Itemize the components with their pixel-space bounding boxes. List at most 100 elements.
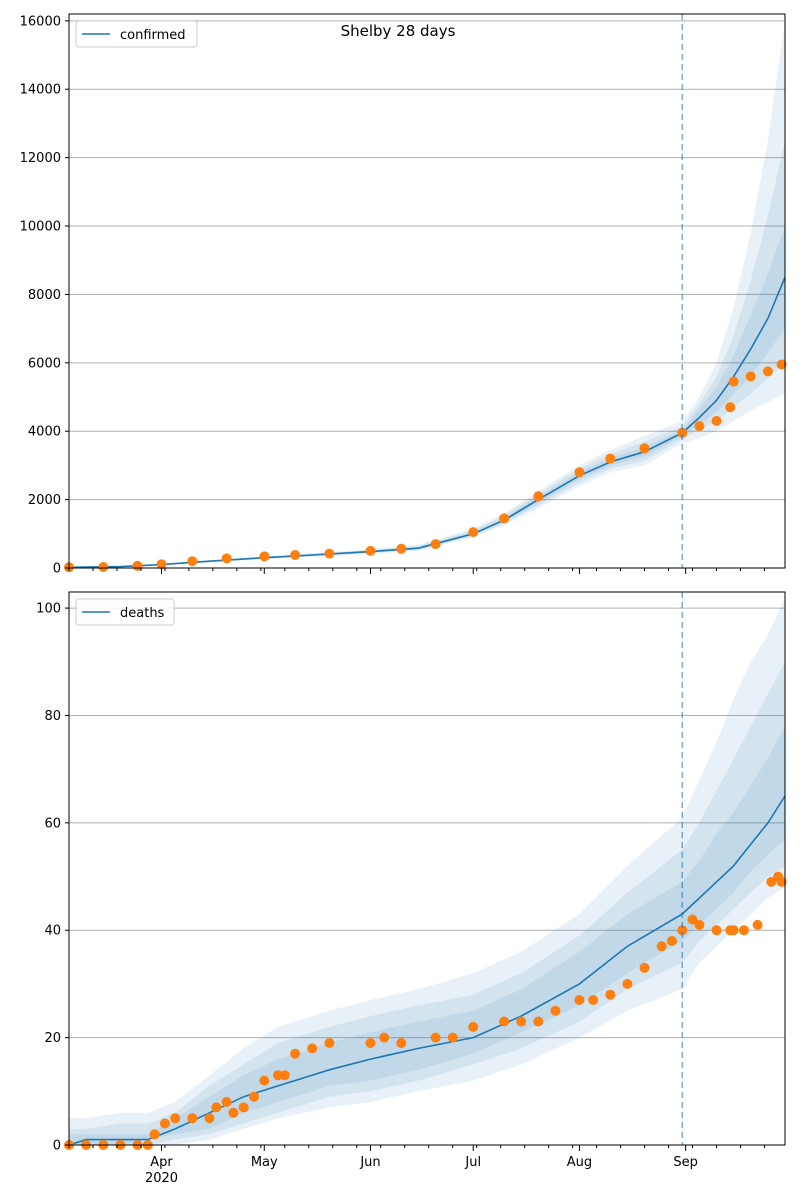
y-tick-label: 40 <box>44 924 61 939</box>
observed-point <box>307 1043 318 1054</box>
observed-point <box>588 995 599 1005</box>
observed-point <box>170 1113 181 1124</box>
observed-point <box>738 925 749 936</box>
observed-point <box>725 402 736 413</box>
y-tick-label: 4000 <box>28 425 61 440</box>
observed-point <box>550 1005 561 1016</box>
observed-point <box>290 550 301 560</box>
observed-point <box>98 562 109 572</box>
observed-point <box>574 467 585 478</box>
observed-point <box>752 919 763 930</box>
observed-point <box>605 989 616 1000</box>
observed-point <box>728 925 739 936</box>
observed-point <box>156 559 167 570</box>
observed-point <box>666 936 677 946</box>
y-tick-label: 16000 <box>20 14 61 29</box>
observed-point <box>259 1075 270 1086</box>
observed-point <box>728 376 739 387</box>
observed-point <box>365 1038 376 1048</box>
x-tick-label: Apr <box>150 1155 173 1170</box>
uncertainty-band <box>69 661 785 1145</box>
y-tick-label: 0 <box>53 562 61 577</box>
observed-point <box>187 556 198 567</box>
observed-point <box>776 876 787 887</box>
legend-box <box>75 20 198 48</box>
observed-point <box>149 1129 160 1140</box>
x-tick-sublabel: 2020 <box>145 1171 178 1186</box>
observed-point <box>430 1032 441 1043</box>
observed-point <box>499 513 510 524</box>
observed-point <box>711 925 722 936</box>
y-tick-label: 20 <box>44 1031 61 1046</box>
observed-point <box>221 553 232 564</box>
observed-point <box>249 1091 259 1102</box>
observed-point <box>211 1102 222 1113</box>
observed-point <box>238 1102 249 1113</box>
y-tick-label: 14000 <box>20 83 61 98</box>
observed-point <box>639 962 650 973</box>
observed-point <box>379 1032 390 1043</box>
observed-point <box>396 543 407 554</box>
observed-point <box>221 1097 232 1107</box>
legend-label: confirmed <box>120 28 186 43</box>
x-tick-label: Jul <box>464 1155 481 1170</box>
observed-point <box>447 1032 458 1043</box>
y-tick-label: 100 <box>36 602 61 617</box>
legend: deaths <box>75 598 175 626</box>
observed-point <box>766 876 777 887</box>
observed-point <box>396 1038 407 1048</box>
y-tick-label: 60 <box>44 816 61 831</box>
observed-point <box>745 371 756 382</box>
observed-point <box>694 421 705 432</box>
observed-point <box>324 548 335 559</box>
observed-point <box>605 453 616 464</box>
observed-point <box>677 427 688 438</box>
y-tick-label: 2000 <box>28 493 61 508</box>
uncertainty-band <box>69 226 785 568</box>
observed-point <box>365 545 376 556</box>
uncertainty-band <box>69 140 785 568</box>
observed-point <box>656 941 667 952</box>
x-tick-label: Sep <box>673 1155 698 1170</box>
y-tick-label: 6000 <box>28 356 61 371</box>
observed-point <box>187 1113 198 1124</box>
figure-title: Shelby 28 days <box>341 22 456 40</box>
observed-point <box>622 978 633 989</box>
observed-point <box>430 539 441 550</box>
observed-point <box>533 491 544 502</box>
legend-label: deaths <box>120 606 165 621</box>
observed-point <box>533 1016 544 1027</box>
observed-point <box>499 1016 510 1027</box>
model-line <box>68 795 786 1146</box>
observed-point <box>290 1048 301 1059</box>
observed-point <box>204 1113 215 1124</box>
y-tick-label: 80 <box>44 709 61 724</box>
x-tick-label: Jun <box>359 1155 380 1170</box>
observed-point <box>279 1070 290 1081</box>
observed-point <box>324 1038 335 1048</box>
y-tick-label: 12000 <box>20 151 61 166</box>
y-tick-label: 10000 <box>20 220 61 235</box>
uncertainty-band <box>69 726 785 1145</box>
y-tick-label: 8000 <box>28 288 61 303</box>
observed-point <box>468 527 479 538</box>
observed-point <box>259 551 270 562</box>
x-tick-label: May <box>251 1155 278 1170</box>
observed-point <box>228 1107 239 1118</box>
observed-point <box>776 359 787 370</box>
observed-point <box>677 925 688 936</box>
observed-point <box>159 1118 170 1129</box>
uncertainty-band <box>69 597 785 1145</box>
axes-frame <box>68 591 786 1146</box>
observed-point <box>516 1016 527 1027</box>
x-tick-label: Aug <box>567 1155 592 1170</box>
y-tick-label: 0 <box>53 1139 61 1154</box>
observed-point <box>711 416 722 426</box>
observed-point <box>639 443 650 454</box>
observed-point <box>687 914 698 925</box>
axes-frame <box>68 13 786 569</box>
legend-box <box>75 598 175 626</box>
model-line <box>68 276 786 569</box>
